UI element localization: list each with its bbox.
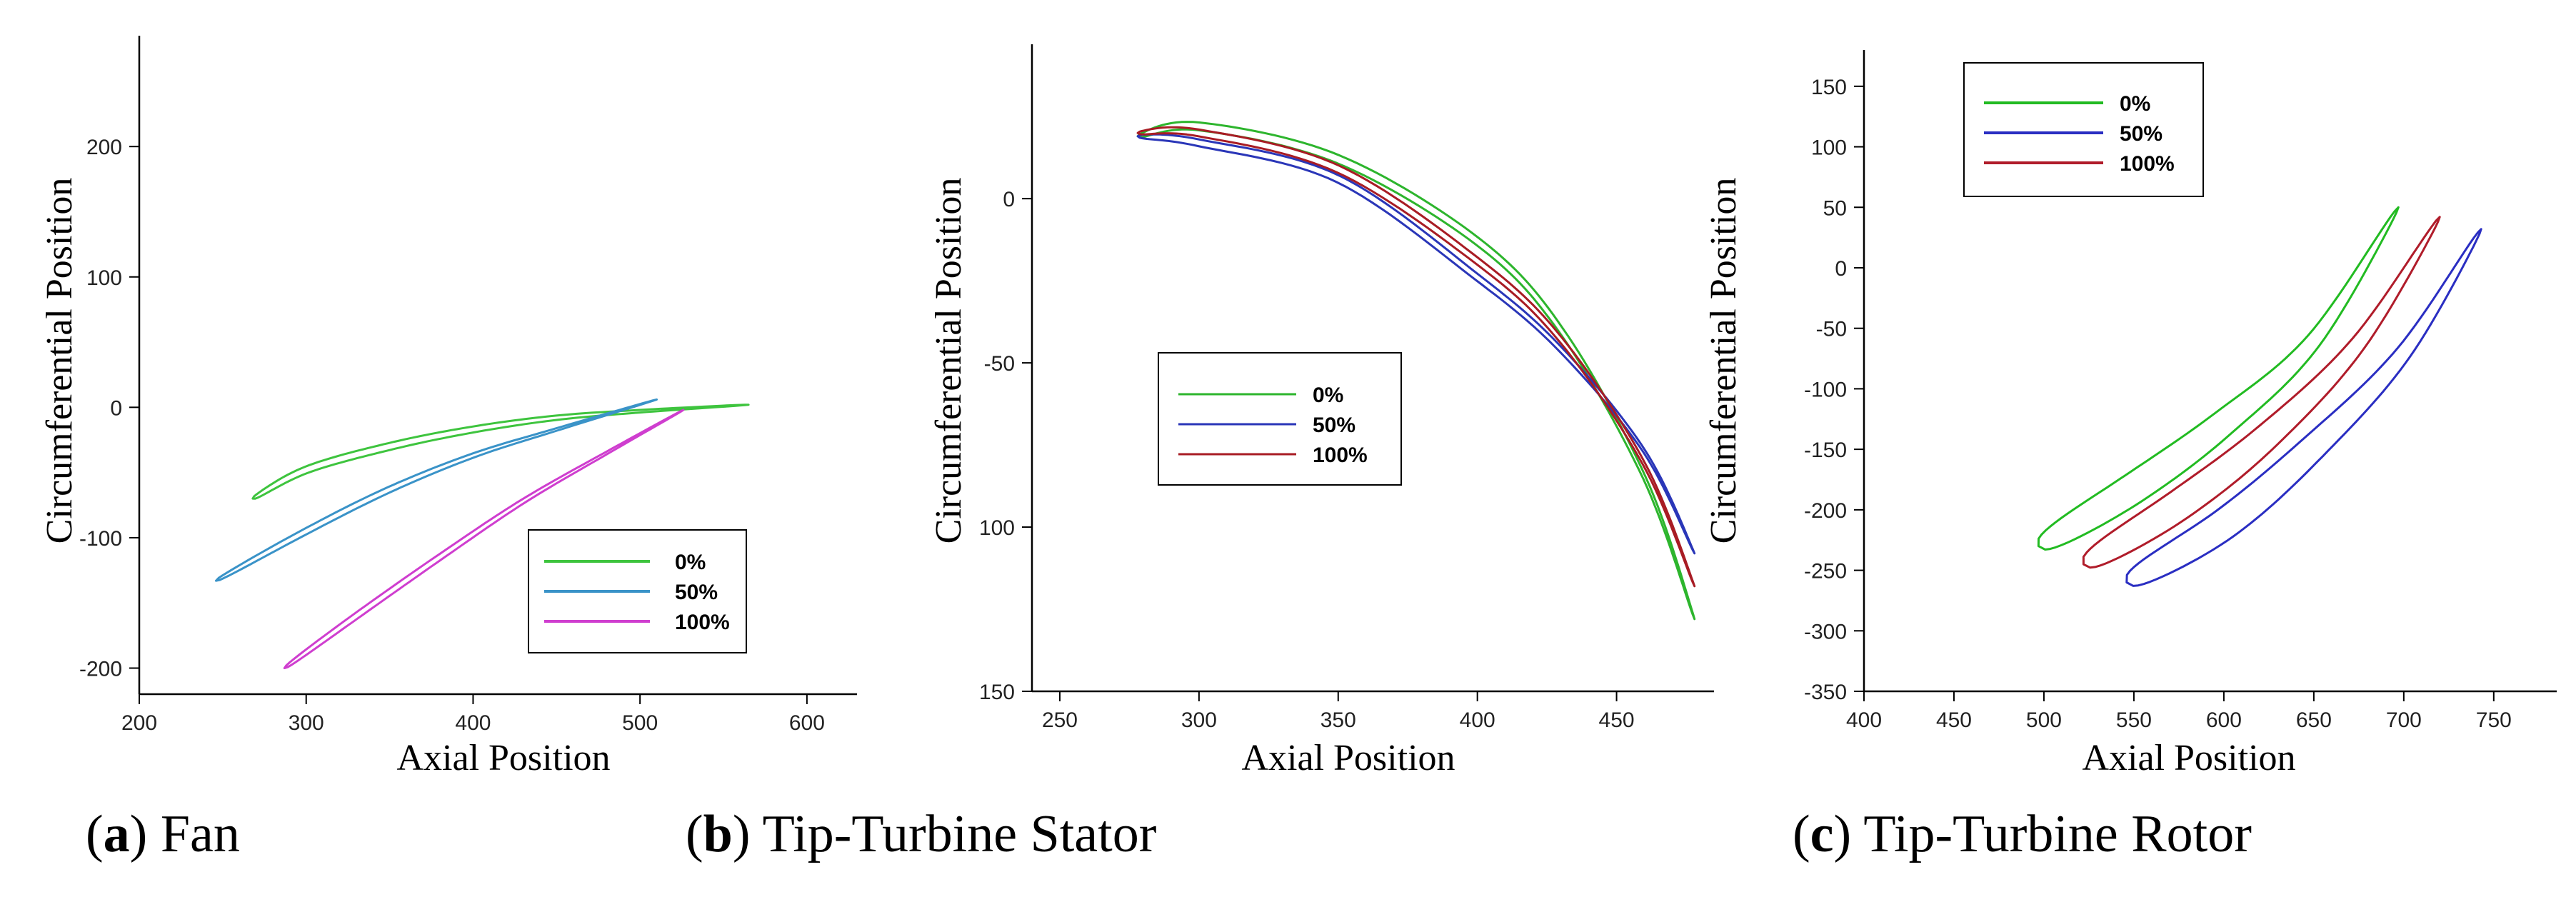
stator-y-axis-label: Circumferential Position: [928, 178, 969, 544]
stator-series-100pct: [1136, 126, 1696, 588]
fan-y-tick-label: -100: [79, 527, 122, 551]
stator-y-tick-label: 0: [1003, 188, 1015, 211]
stator-y-tick-label: 100: [979, 516, 1015, 540]
rotor-x-tick-label: 750: [2476, 708, 2512, 732]
stator-y-tick-label: 150: [979, 681, 1015, 704]
fan-x-tick-label: 200: [121, 711, 157, 735]
stator-series-50pct: [1136, 133, 1696, 555]
caption-rotor: (c) Tip-Turbine Rotor: [1793, 805, 2252, 863]
rotor-y-tick-label: -150: [1804, 439, 1847, 462]
rotor-legend-label-100: 100%: [2120, 152, 2175, 176]
panel-rotor: 400 450 500 550 600 650 700 750-350-300-250-200…: [1703, 50, 2557, 863]
stator-legend-label-0: 0%: [1313, 384, 1343, 407]
rotor-x-tick-label: 400: [1846, 708, 1882, 732]
fan-x-tick-label: 400: [455, 711, 491, 735]
fan-x-tick-label: 300: [289, 711, 324, 735]
rotor-y-tick-label: -350: [1804, 681, 1847, 704]
fan-y-tick-label: 200: [86, 136, 122, 159]
caption-fan-letter: a: [104, 805, 130, 863]
caption-stator-text: Tip-Turbine Stator: [763, 805, 1157, 863]
caption-fan: (a) Fan: [86, 805, 240, 863]
rotor-y-tick-label: -300: [1804, 620, 1847, 643]
rotor-series-0pct: [2037, 206, 2400, 551]
stator-x-tick-label: 400: [1460, 708, 1495, 732]
rotor-series-100pct: [2082, 216, 2441, 569]
fan-y-tick-label: 0: [110, 396, 122, 420]
stator-x-axis-label: Axial Position: [1241, 738, 1455, 778]
rotor-y-tick-label: -250: [1804, 560, 1847, 583]
fan-y-axis-label: Circumferential Position: [39, 178, 80, 544]
stator-x-tick-label: 450: [1599, 708, 1635, 732]
stator-legend: 0% 50% 100%: [1158, 352, 1402, 486]
fan-series-100pct: [283, 409, 685, 669]
rotor-legend-box: [1963, 62, 2204, 197]
rotor-x-axis-label: Axial Position: [2082, 738, 2295, 778]
caption-rotor-letter: c: [1810, 805, 1834, 863]
rotor-legend-label-0: 0%: [2120, 92, 2150, 116]
rotor-y-tick-label: 50: [1823, 196, 1847, 220]
rotor-series-50pct: [2125, 228, 2482, 587]
fan-series-50pct: [215, 398, 658, 582]
fan-legend: 0% 50% 100%: [528, 529, 747, 653]
caption-fan-text: Fan: [161, 805, 240, 863]
fan-y-tick-label: -200: [79, 657, 122, 681]
panel-stator: 250 300 350 400 450 0 -50 100 150 Axial Position…: [686, 44, 1714, 863]
stator-legend-label-100: 100%: [1313, 444, 1368, 467]
fan-x-tick-label: 600: [789, 711, 825, 735]
rotor-x-tick-label: 700: [2386, 708, 2422, 732]
caption-stator: (b) Tip-Turbine Stator: [686, 805, 1156, 863]
rotor-x-tick-label: 550: [2116, 708, 2152, 732]
rotor-legend-label-50: 50%: [2120, 122, 2162, 146]
rotor-y-tick-label: -50: [1816, 318, 1847, 341]
rotor-legend: 0% 50% 100%: [1963, 62, 2204, 197]
fan-x-axis-label: Axial Position: [396, 738, 610, 778]
stator-x-tick-label: 250: [1042, 708, 1078, 732]
fan-legend-label-0: 0%: [675, 551, 706, 574]
rotor-x-tick-label: 600: [2206, 708, 2242, 732]
caption-rotor-text: Tip-Turbine Rotor: [1863, 805, 2252, 863]
rotor-y-tick-label: 0: [1835, 257, 1847, 281]
stator-x-tick-label: 300: [1181, 708, 1217, 732]
rotor-y-tick-label: 100: [1811, 136, 1847, 160]
fan-legend-label-50: 50%: [675, 581, 718, 604]
stator-legend-label-50: 50%: [1313, 414, 1355, 437]
fan-series-0pct: [251, 404, 750, 500]
stator-legend-box: [1158, 352, 1402, 486]
rotor-y-axis-label: Circumferential Position: [1703, 178, 1744, 544]
rotor-x-tick-label: 450: [1936, 708, 1972, 732]
rotor-x-tick-label: 650: [2296, 708, 2332, 732]
caption-stator-letter: b: [703, 805, 733, 863]
rotor-y-tick-label: -100: [1804, 378, 1847, 401]
rotor-y-tick-label: -200: [1804, 499, 1847, 523]
fan-x-tick-label: 500: [622, 711, 658, 735]
stator-x-tick-label: 350: [1320, 708, 1356, 732]
stator-series-0pct: [1136, 121, 1696, 621]
fan-legend-label-100: 100%: [675, 611, 730, 634]
fan-y-tick-label: 100: [86, 266, 122, 290]
rotor-y-tick-label: 150: [1811, 76, 1847, 99]
rotor-x-tick-label: 500: [2026, 708, 2062, 732]
stator-y-tick-label: -50: [984, 352, 1015, 376]
panel-fan: 200 300 400 500 600 -200 -100 0 100 200 Axial Pos…: [39, 36, 857, 863]
